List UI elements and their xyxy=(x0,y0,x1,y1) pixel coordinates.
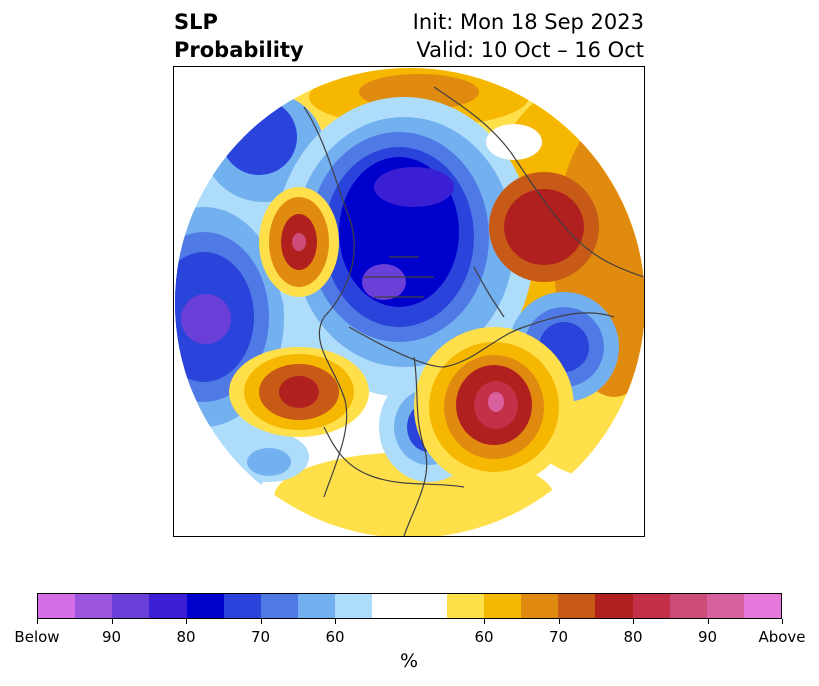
colorbar-tick-mark xyxy=(186,619,187,624)
colorbar-tick-label: 60 xyxy=(474,628,494,646)
colorbar-tick-mark xyxy=(559,619,560,624)
colorbar-swatch xyxy=(260,594,299,618)
colorbar-swatch xyxy=(521,594,559,618)
colorbar-swatch xyxy=(743,594,782,618)
colorbar-swatch xyxy=(632,594,670,618)
colorbar-swatch xyxy=(38,594,76,618)
colorbar-tick-label: 60 xyxy=(325,628,345,646)
colorbar-tick-label: 80 xyxy=(623,628,643,646)
colorbar-tick-mark xyxy=(37,619,38,624)
colorbar-swatch xyxy=(595,594,633,618)
colorbar-swatch xyxy=(112,594,150,618)
colorbar-swatch xyxy=(372,594,410,618)
colorbar-tick-mark xyxy=(335,619,336,624)
colorbar-tick-label: 90 xyxy=(697,628,718,646)
colorbar-label: % xyxy=(399,650,419,672)
colorbar-swatch xyxy=(483,594,522,618)
colorbar-tick-mark xyxy=(633,619,634,624)
colorbar-swatch xyxy=(186,594,224,618)
colorbar-tick-label: Above xyxy=(758,628,806,646)
polar-map xyxy=(173,66,645,537)
colorbar-tick-mark xyxy=(261,619,262,624)
colorbar-tick-label: 70 xyxy=(250,628,271,646)
colorbar-tick-label: Below xyxy=(14,628,60,646)
colorbar-tick-mark xyxy=(708,619,709,624)
warm-anomalies xyxy=(229,124,599,487)
colorbar-swatch xyxy=(149,594,187,618)
colorbar-swatch xyxy=(706,594,744,618)
colorbar-tick-mark xyxy=(484,619,485,624)
colorbar-swatch xyxy=(446,594,484,618)
coastlines xyxy=(303,86,644,536)
colorbar-swatch xyxy=(335,594,373,618)
title-line-1: SLP xyxy=(174,10,218,34)
colorbar-swatch xyxy=(298,594,336,618)
colorbar-tick-label: 80 xyxy=(176,628,196,646)
colorbar-swatch xyxy=(409,594,447,618)
valid-range: Valid: 10 Oct – 16 Oct xyxy=(416,38,644,62)
title-line-2: Probability xyxy=(174,38,304,62)
valid-dates: Init: Mon 18 Sep 2023 Valid: 10 Oct – 16… xyxy=(413,8,644,64)
colorbar-swatch xyxy=(75,594,113,618)
colorbar-swatch xyxy=(669,594,707,618)
probability-map-svg xyxy=(175,68,644,536)
colorbar xyxy=(37,593,782,619)
colorbar-swatch xyxy=(223,594,261,618)
chart-title: SLP Probability xyxy=(174,8,304,64)
colorbar-tick-label: 70 xyxy=(548,628,569,646)
init-date: Init: Mon 18 Sep 2023 xyxy=(412,10,644,34)
colorbar-tick-mark xyxy=(782,619,783,624)
colorbar-tick-mark xyxy=(112,619,113,624)
colorbar-tick-label: 90 xyxy=(101,628,122,646)
colorbar-swatch xyxy=(558,594,596,618)
